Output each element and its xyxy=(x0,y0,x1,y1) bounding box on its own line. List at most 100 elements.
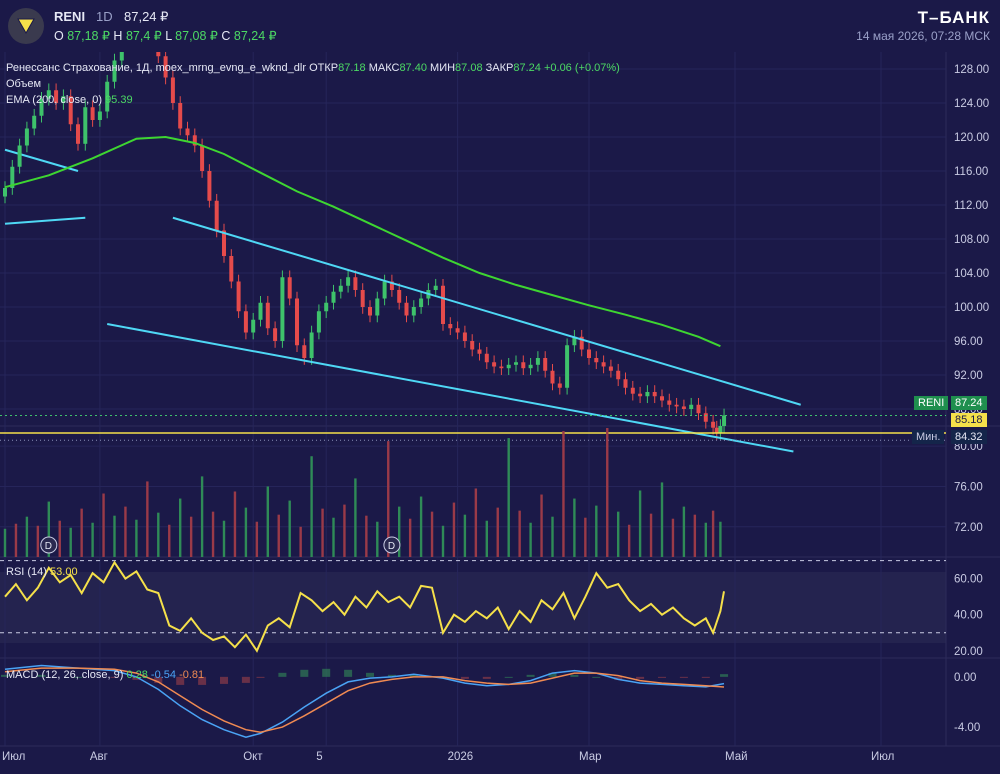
volume-bar xyxy=(485,520,488,557)
volume-bar xyxy=(595,505,598,557)
candle-body xyxy=(273,328,278,341)
volume-bar xyxy=(365,515,368,557)
candle-body xyxy=(514,362,518,365)
price-y-tick: 104.00 xyxy=(954,268,989,280)
volume-bar xyxy=(222,520,226,557)
price-y-tick: 120.00 xyxy=(954,132,989,144)
macd-histogram-bar xyxy=(300,669,309,677)
candle-body xyxy=(557,383,562,388)
ticker-symbol[interactable]: RENI xyxy=(54,9,86,24)
main-legend: Ренессанс Страхование, 1Д, moex_mrng_evn… xyxy=(6,62,620,74)
volume-legend[interactable]: Объем xyxy=(6,78,42,90)
candle-body xyxy=(528,364,533,369)
macd-y-tick: 0.00 xyxy=(954,672,976,684)
candle-body xyxy=(331,291,336,303)
macd-histogram-bar xyxy=(322,668,331,677)
candle-body xyxy=(638,393,643,397)
volume-bar xyxy=(58,520,61,557)
candle-body xyxy=(448,324,453,329)
level-badge: 85.18 xyxy=(951,413,987,427)
candle-body xyxy=(579,336,584,350)
macd-line xyxy=(4,664,725,738)
candle-body xyxy=(243,311,248,333)
candle-body xyxy=(660,396,664,401)
candle-body xyxy=(703,413,708,422)
macd-histogram-bar xyxy=(720,674,729,677)
rsi-y-tick: 40.00 xyxy=(954,610,983,622)
volume-bar xyxy=(540,494,543,557)
candle-body xyxy=(97,111,102,120)
channel-upper-line xyxy=(172,216,801,406)
rsi-y-tick: 60.00 xyxy=(954,574,983,586)
candle-body xyxy=(645,392,650,397)
candle-body xyxy=(200,145,205,171)
volume-bar xyxy=(496,507,499,557)
candle-body xyxy=(608,366,613,371)
volume-bar xyxy=(704,522,707,557)
price-y-tick: 108.00 xyxy=(954,234,989,246)
open-label: O xyxy=(54,29,64,43)
volume-bar xyxy=(102,493,105,557)
chart-canvas[interactable]: D D 128.00 124.00 120.00 116.00 112.00 108.00 1… xyxy=(0,52,1000,774)
candle-body xyxy=(68,96,73,125)
candle-body xyxy=(667,400,672,405)
macd-histogram-bar xyxy=(366,672,374,677)
volume-bar xyxy=(168,524,171,557)
candle-body xyxy=(652,392,657,397)
macd-signal-line xyxy=(4,667,725,733)
candle-body xyxy=(222,230,226,256)
macd-histogram-bar xyxy=(526,674,535,677)
candle-body xyxy=(382,281,387,299)
candle-body xyxy=(170,77,175,103)
candle-body xyxy=(324,302,329,312)
macd-histogram-bar xyxy=(278,672,287,677)
macd-histogram-bar xyxy=(409,674,418,677)
volume-bar xyxy=(211,511,215,557)
rsi-legend[interactable]: RSI (14) 53.00 xyxy=(6,566,78,578)
macd-histogram-bar xyxy=(198,676,207,685)
candle-body xyxy=(76,124,80,144)
price-y-tick: 112.00 xyxy=(954,200,988,212)
macd-histogram-bar xyxy=(592,676,601,678)
legend-change: +0.06 (+0.07%) xyxy=(543,62,620,74)
volume-bar xyxy=(124,506,127,557)
datetime-label: 14 мая 2026, 07:28 МСК xyxy=(856,29,990,43)
candle-body xyxy=(601,362,606,367)
volume-y-tick: 76.00 xyxy=(954,481,983,493)
broker-brand: Т–БАНК xyxy=(917,8,990,27)
macd-histogram-bar xyxy=(614,676,623,680)
volume-bar xyxy=(47,501,50,557)
volume-bar xyxy=(146,481,149,557)
rsi-band-fill xyxy=(0,572,946,643)
candle-body xyxy=(477,349,482,354)
volume-bar xyxy=(266,486,269,557)
macd-label: MACD (12, 26, close, 9) xyxy=(6,669,124,681)
candle-body xyxy=(572,336,577,346)
candle-body xyxy=(258,302,263,320)
candle-body xyxy=(309,332,314,358)
volume-bar xyxy=(711,510,715,557)
timeframe-label[interactable]: 1D xyxy=(96,9,113,24)
ema-legend[interactable]: EMA (200, close, 0) 95.39 xyxy=(6,94,133,106)
price-y-tick: 128.00 xyxy=(954,64,989,76)
legend-open-label: ОТКР xyxy=(309,62,339,74)
volume-bar xyxy=(627,524,631,557)
candle-body xyxy=(543,358,548,371)
candle-body xyxy=(32,115,37,129)
volume-bar xyxy=(3,528,7,557)
candle-body xyxy=(287,277,292,299)
candle-body xyxy=(119,52,124,61)
candle-body xyxy=(338,285,343,292)
macd-y-tick: -4.00 xyxy=(954,722,980,734)
last-badge-value: 87.24 xyxy=(955,397,983,409)
volume-bar xyxy=(551,516,554,557)
macd-line-value: -0.54 xyxy=(150,669,176,681)
close-label: C xyxy=(221,29,231,43)
high-value: 87,4 ₽ xyxy=(125,29,162,43)
macd-legend[interactable]: MACD (12, 26, close, 9) 0.28 -0.54 -0.81 xyxy=(6,669,204,681)
candle-body xyxy=(24,128,29,146)
ohlc-summary: O 87,18 ₽ H 87,4 ₽ L 87,08 ₽ C 87,24 ₽ xyxy=(54,28,277,43)
macd-histogram-bar xyxy=(387,674,396,677)
macd-histogram-bar xyxy=(548,672,557,677)
macd-histogram-bar xyxy=(344,669,353,677)
